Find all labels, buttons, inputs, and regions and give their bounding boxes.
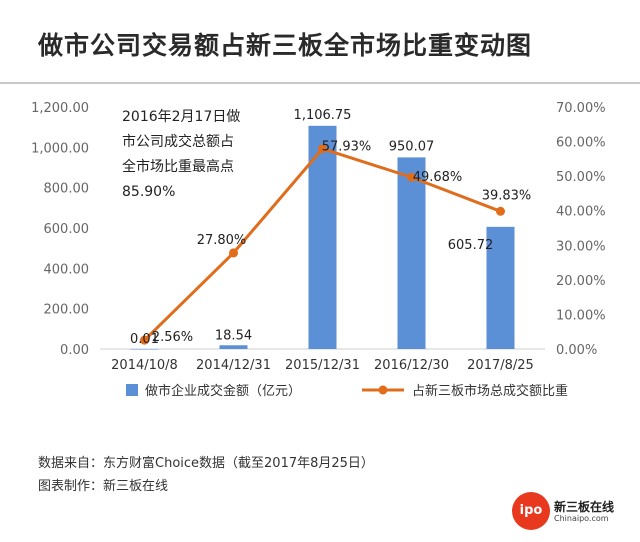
peak-annotation: 市公司成交总额占 [122,133,234,150]
left-axis-tick-label: 400.00 [44,262,90,277]
bar [308,125,337,349]
right-axis-tick-label: 50.00% [556,170,606,185]
line-value-label: 57.93% [322,140,372,155]
right-axis-tick-label: 10.00% [556,308,606,323]
logo-name: 新三板在线 [554,500,615,514]
bar-value-label: 950.07 [389,139,435,154]
left-axis-tick-label: 1,200.00 [31,101,89,116]
left-axis-tick-label: 800.00 [44,182,90,197]
bar [397,157,426,349]
right-axis-tick-label: 40.00% [556,205,606,220]
x-axis-tick-label: 2014/12/31 [196,358,271,373]
brand-logo: ipo 新三板在线 Chinaipo.com [512,492,622,532]
right-axis-tick-label: 30.00% [556,239,606,254]
bar [130,348,159,350]
bar-value-label: 0.01 [130,332,159,347]
x-axis-tick-label: 2014/10/8 [111,358,178,373]
left-axis-tick-label: 200.00 [44,303,90,318]
line-point [318,144,327,154]
bar-value-label: 18.54 [215,328,252,343]
left-axis-tick-label: 600.00 [44,222,90,237]
bar [219,345,248,349]
left-axis-tick-label: 1,000.00 [31,141,89,156]
right-axis-tick-label: 20.00% [556,274,606,289]
left-axis-tick-label: 0.00 [60,343,89,358]
x-axis-tick-label: 2016/12/30 [374,358,449,373]
right-axis-tick-label: 70.00% [556,101,606,116]
line-point [229,248,238,258]
peak-annotation: 2016年2月17日做 [122,109,240,125]
x-axis-tick-label: 2015/12/31 [285,358,360,373]
x-axis-tick-label: 2017/8/25 [467,358,534,373]
source-note: 数据来自：东方财富Choice数据（截至2017年8月25日） [38,456,374,471]
peak-annotation: 全市场比重最高点 [122,158,234,175]
logo-badge-icon: ipo [512,492,550,530]
bar [486,226,515,349]
bar-value-label: 605.72 [448,238,494,253]
line-value-label: 39.83% [482,188,532,203]
right-axis-tick-label: 60.00% [556,136,606,151]
line-value-label: 2.56% [152,330,193,345]
legend-line-label: 占新三板市场总成交额比重 [412,383,568,399]
line-point [496,206,505,216]
page-title: 做市公司交易额占新三板全市场比重变动图 [38,31,533,60]
title-divider [0,82,640,84]
legend-bar-swatch [126,384,138,396]
logo-sub: Chinaipo.com [554,514,609,523]
peak-annotation: 85.90% [122,184,175,200]
right-axis-tick-label: 0.00% [556,343,597,358]
line-point [140,335,149,345]
line-point [407,172,416,182]
legend-line-marker [378,385,388,395]
line-value-label: 49.68% [413,170,463,185]
maker-note: 图表制作：新三板在线 [38,479,169,494]
line-value-label: 27.80% [197,233,247,248]
legend-bar-label: 做市企业成交金额（亿元） [145,383,301,399]
bar-value-label: 1,106.75 [294,108,352,123]
